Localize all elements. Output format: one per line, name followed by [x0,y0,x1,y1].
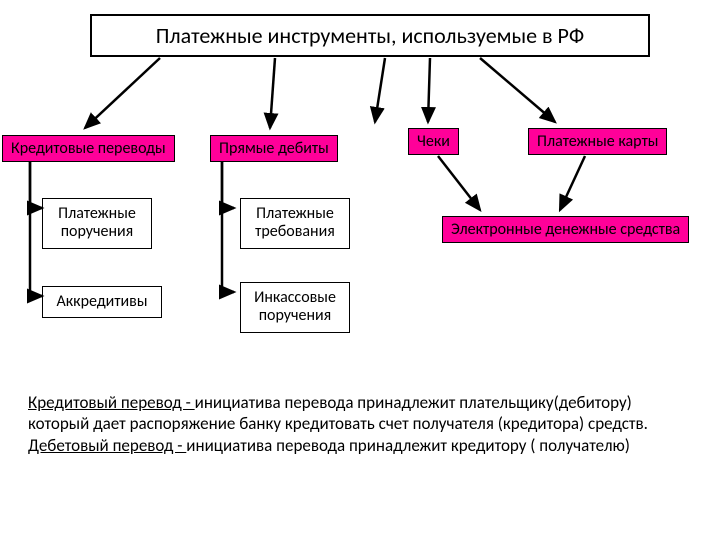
node-e-money: Электронные денежные средства [442,216,689,243]
node-credit-transfers: Кредитовые переводы [2,135,175,162]
def-debit-label: Дебетовый перевод - [28,435,186,456]
node-payment-requests: Платежныетребования [240,198,350,249]
node-collection-orders: Инкассовыепоручения [240,282,350,333]
def-debit-body: инициатива перевода принадлежит кредитор… [186,435,630,456]
definitions-text: Кредитовый перевод - инициатива перевода… [28,392,678,456]
node-payment-cards: Платежные карты [528,128,667,155]
diagram-title: Платежные инструменты, используемые в РФ [90,14,650,57]
def-credit-label: Кредитовый перевод - [28,392,195,413]
arrows-layer [0,0,720,540]
node-payment-orders: Платежныепоручения [42,198,152,249]
node-cheques: Чеки [408,128,459,155]
node-letters-of-credit: Аккредитивы [42,286,162,318]
node-direct-debits: Прямые дебиты [210,135,338,162]
